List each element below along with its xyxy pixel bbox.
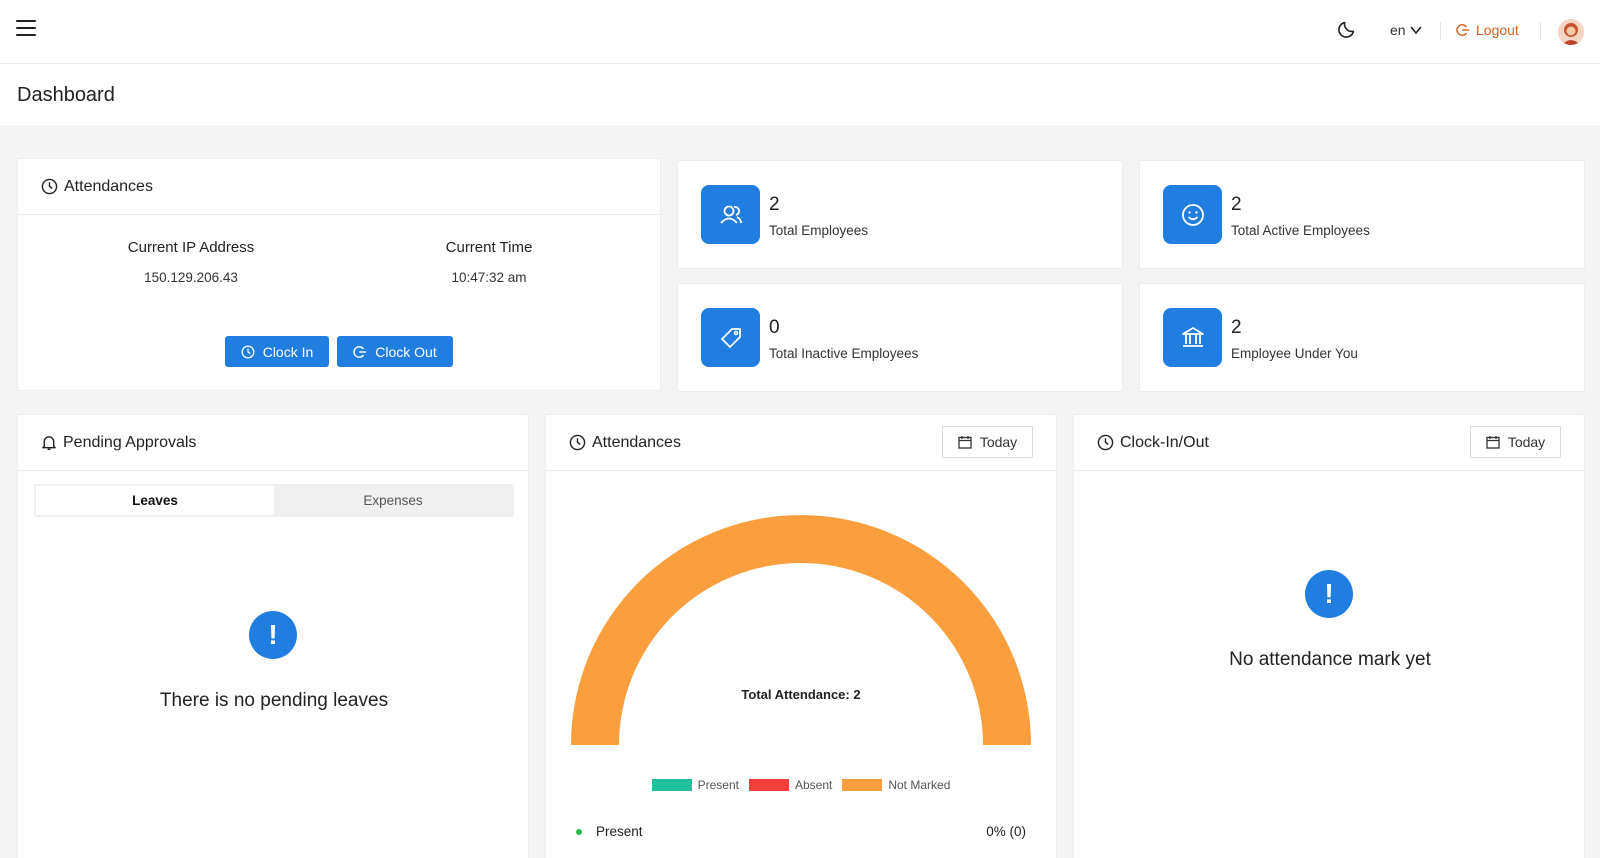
legend-swatch [842, 779, 883, 791]
top-bar: en Logout [0, 0, 1600, 64]
logout-label: Logout [1476, 22, 1519, 38]
logout-button[interactable]: Logout [1456, 22, 1519, 38]
ip-value: 150.129.206.43 [144, 270, 238, 285]
chevron-down-icon [1409, 26, 1422, 35]
clock-out-button[interactable]: Clock Out [337, 336, 453, 367]
stat-card-inactive-employees: 0 Total Inactive Employees [677, 283, 1123, 392]
legend-label: Not Marked [888, 778, 951, 792]
card-title: Clock-In/Out [1120, 433, 1209, 451]
time-info: Current Time 10:47:32 am [389, 239, 589, 285]
card-header: Attendances Today [546, 415, 1056, 471]
empty-message: No attendance mark yet [1229, 649, 1431, 670]
card-title: Pending Approvals [63, 433, 197, 451]
bell-icon [42, 436, 56, 451]
tag-icon [701, 308, 760, 367]
legend-swatch [651, 779, 692, 791]
page-header: Dashboard [0, 64, 1600, 127]
clock-out-label: Clock Out [375, 343, 437, 360]
clock-in-label: Clock In [262, 343, 314, 360]
date-filter-label: Today [1507, 434, 1546, 450]
chart-center-label: Total Attendance: 2 [741, 687, 860, 702]
legend-item-present[interactable]: Present [651, 778, 739, 792]
card-header: Pending Approvals [18, 415, 528, 471]
legend-item-absent[interactable]: Absent [748, 778, 833, 792]
stat-label: Total Inactive Employees [769, 346, 919, 361]
clock-icon [241, 345, 255, 358]
stat-card-active-employees: 2 Total Active Employees [1139, 160, 1585, 269]
time-label: Current Time [445, 239, 533, 256]
alert-icon: ! [249, 611, 297, 659]
logout-icon [353, 345, 367, 358]
status-dot [576, 828, 582, 835]
clock-icon [41, 178, 58, 195]
logout-icon [1456, 24, 1470, 36]
legend-label: Absent [794, 778, 833, 792]
time-value: 10:47:32 am [451, 270, 527, 285]
legend-swatch [748, 779, 789, 791]
legend-label: Present [697, 778, 739, 792]
card-title: Attendances [592, 433, 681, 451]
date-filter-button[interactable]: Today [1470, 426, 1561, 458]
card-title: Attendances [64, 177, 153, 195]
tab-expenses[interactable]: Expenses [363, 493, 423, 508]
attendance-card: Attendances Current IP Address 150.129.2… [17, 158, 661, 391]
ip-label: Current IP Address [127, 239, 255, 256]
stat-value: 0 [769, 317, 780, 338]
avatar[interactable] [1558, 19, 1584, 45]
users-icon [701, 185, 760, 244]
present-summary-row: Present 0% (0) [576, 824, 1026, 839]
card-header: Clock-In/Out Today [1074, 415, 1584, 471]
present-value: 0% (0) [986, 824, 1026, 839]
clock-icon [1097, 434, 1114, 451]
dark-mode-icon[interactable] [1336, 18, 1358, 40]
chart-legend: Present Absent Not Marked [546, 778, 1056, 792]
smile-icon [1163, 185, 1222, 244]
tab-leaves[interactable]: Leaves [36, 486, 274, 515]
present-label: Present [596, 824, 643, 839]
language-select[interactable]: en [1390, 22, 1422, 38]
empty-message: There is no pending leaves [159, 690, 389, 711]
stat-card-employee-under-you: 2 Employee Under You [1139, 283, 1585, 392]
date-filter-label: Today [979, 434, 1018, 450]
user-avatar-icon [1558, 19, 1584, 45]
divider [1440, 22, 1441, 40]
ip-info: Current IP Address 150.129.206.43 [91, 239, 291, 285]
divider [1540, 22, 1541, 40]
card-header: Attendances [18, 159, 660, 215]
calendar-icon [958, 436, 972, 449]
pending-approvals-card: Pending Approvals Leaves Expenses ! Ther… [17, 414, 529, 858]
calendar-icon [1486, 436, 1500, 449]
clock-in-button[interactable]: Clock In [225, 336, 329, 367]
stat-card-total-employees: 2 Total Employees [677, 160, 1123, 269]
attendance-chart-card: Attendances Today Total Attendance: 2 Pr… [545, 414, 1057, 858]
alert-icon: ! [1305, 570, 1353, 618]
clock-icon [569, 434, 586, 451]
attendance-gauge-chart: Total Attendance: 2 [571, 515, 1031, 745]
stat-label: Total Employees [769, 223, 869, 238]
stat-label: Employee Under You [1231, 346, 1358, 361]
menu-icon[interactable] [16, 20, 36, 38]
approval-tabs: Leaves Expenses [34, 484, 514, 517]
page-title: Dashboard [17, 84, 115, 106]
stat-value: 2 [769, 194, 780, 215]
stat-value: 2 [1231, 194, 1242, 215]
bank-icon [1163, 308, 1222, 367]
language-value: en [1390, 22, 1406, 38]
stat-value: 2 [1231, 317, 1242, 338]
stat-label: Total Active Employees [1231, 223, 1370, 238]
clock-in-out-card: Clock-In/Out Today ! No attendance mark … [1073, 414, 1585, 858]
legend-item-not-marked[interactable]: Not Marked [842, 778, 950, 792]
date-filter-button[interactable]: Today [942, 426, 1033, 458]
gauge-slice-not-marked[interactable] [571, 515, 1031, 745]
